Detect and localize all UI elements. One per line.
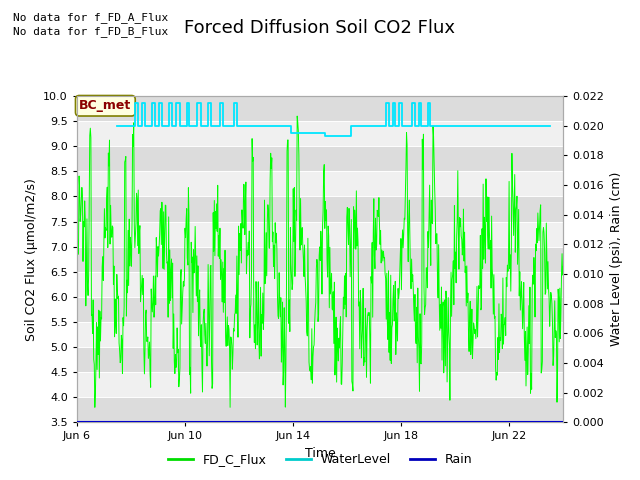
Bar xyxy=(77,196,563,222)
Legend: FD_C_Flux, WaterLevel, Rain: FD_C_Flux, WaterLevel, Rain xyxy=(163,448,477,471)
Text: Forced Diffusion Soil CO2 Flux: Forced Diffusion Soil CO2 Flux xyxy=(184,19,456,37)
Bar xyxy=(77,171,563,196)
Bar xyxy=(77,96,563,121)
Bar xyxy=(77,146,563,171)
Text: BC_met: BC_met xyxy=(79,99,131,112)
X-axis label: Time: Time xyxy=(305,447,335,460)
Bar xyxy=(77,272,563,297)
Y-axis label: Water Level (psi), Rain (cm): Water Level (psi), Rain (cm) xyxy=(610,172,623,347)
Text: No data for f_FD_A_Flux: No data for f_FD_A_Flux xyxy=(13,12,168,23)
Bar xyxy=(77,347,563,372)
Bar xyxy=(77,121,563,146)
Bar xyxy=(77,372,563,397)
Y-axis label: Soil CO2 Flux (μmol/m2/s): Soil CO2 Flux (μmol/m2/s) xyxy=(24,178,38,341)
Bar xyxy=(77,322,563,347)
Bar xyxy=(77,247,563,272)
Text: No data for f_FD_B_Flux: No data for f_FD_B_Flux xyxy=(13,26,168,37)
Bar xyxy=(77,222,563,247)
Bar xyxy=(77,397,563,422)
Bar xyxy=(77,297,563,322)
